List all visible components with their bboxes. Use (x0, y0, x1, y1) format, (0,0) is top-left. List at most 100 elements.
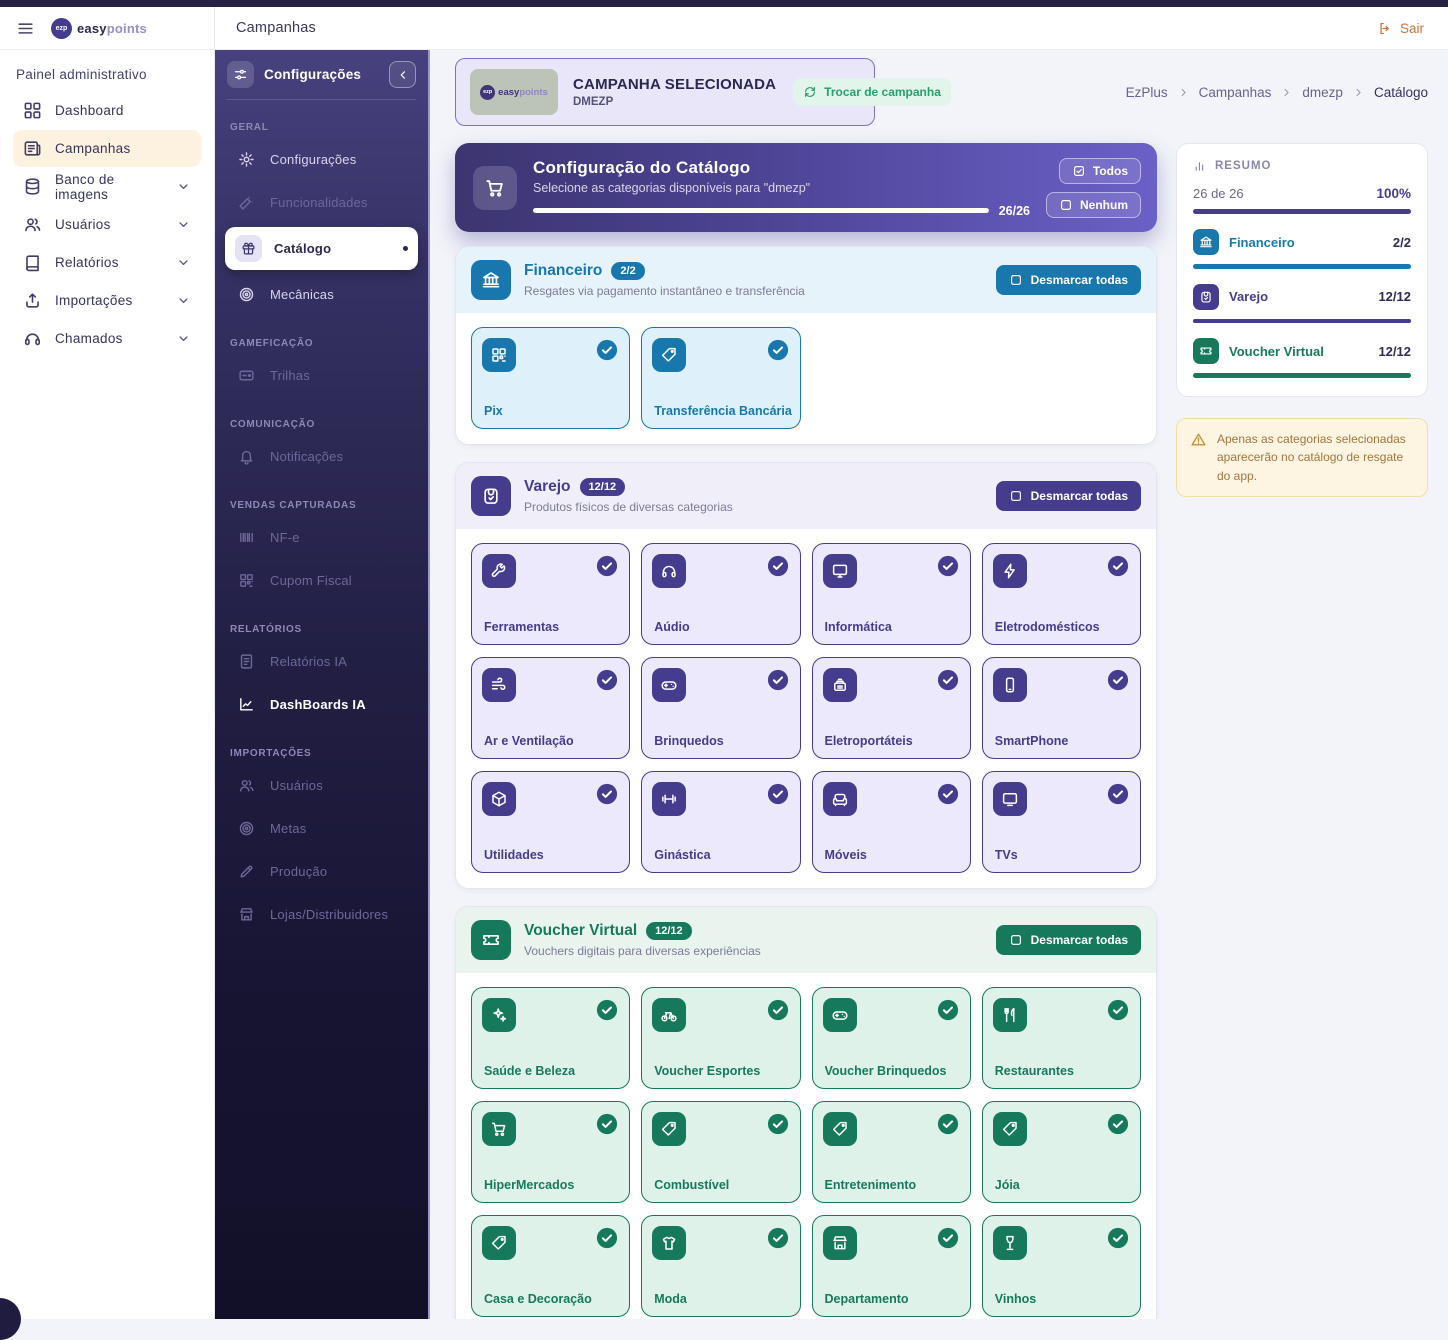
check-circle-icon[interactable] (1107, 555, 1129, 577)
check-circle-icon[interactable] (596, 999, 618, 1021)
tag-icon (822, 1112, 857, 1146)
logout-link[interactable]: Sair (1377, 21, 1424, 36)
settings-item-cupom-fiscal[interactable]: Cupom Fiscal (215, 559, 428, 602)
sidebar-item-banco-de-imagens[interactable]: Banco de imagens (13, 168, 201, 205)
category-card-voucher-brinquedos[interactable]: Voucher Brinquedos (811, 987, 971, 1089)
category-card-utilidades[interactable]: Utilidades (471, 771, 631, 873)
category-card-ferramentas[interactable]: Ferramentas (471, 543, 631, 645)
check-circle-icon[interactable] (767, 669, 789, 691)
category-card-departamento[interactable]: Departamento (811, 1215, 971, 1317)
check-circle-icon[interactable] (596, 783, 618, 805)
category-card-combustivel[interactable]: Combustível (641, 1101, 801, 1203)
settings-item-usuarios[interactable]: Usuários (215, 764, 428, 807)
sidebar-header: ezp easypoints (0, 7, 214, 50)
category-card-entretenimento[interactable]: Entretenimento (811, 1101, 971, 1203)
collapse-sidebar-button[interactable] (389, 61, 416, 88)
breadcrumb-item[interactable]: Campanhas (1198, 84, 1272, 100)
category-card-informatica[interactable]: Informática (811, 543, 971, 645)
check-circle-icon[interactable] (1107, 669, 1129, 691)
settings-item-trilhas[interactable]: Trilhas (215, 354, 428, 397)
category-card-brinquedos[interactable]: Brinquedos (641, 657, 801, 759)
select-none-button[interactable]: Nenhum (1046, 191, 1141, 218)
category-card-restaurantes[interactable]: Restaurantes (981, 987, 1141, 1089)
unselect-all-button[interactable]: Desmarcar todas (995, 925, 1141, 955)
wine-icon (992, 1226, 1027, 1260)
category-card-joia[interactable]: Jóia (981, 1101, 1141, 1203)
check-circle-icon[interactable] (937, 1113, 959, 1135)
category-card-eletrodomesticos[interactable]: Eletrodomésticos (981, 543, 1141, 645)
check-circle-icon[interactable] (1107, 1113, 1129, 1135)
category-card-casa-e-decoracao[interactable]: Casa e Decoração (471, 1215, 631, 1317)
check-circle-icon[interactable] (596, 1113, 618, 1135)
category-card-vinhos[interactable]: Vinhos (981, 1215, 1141, 1317)
category-card-transferencia-bancaria[interactable]: Transferência Bancária (641, 327, 801, 429)
check-circle-icon[interactable] (937, 669, 959, 691)
category-card-ginastica[interactable]: Ginástica (641, 771, 801, 873)
check-circle-icon[interactable] (1107, 1227, 1129, 1249)
headphones-icon (652, 554, 687, 588)
settings-item-configuracoes[interactable]: Configurações (215, 138, 428, 181)
check-circle-icon[interactable] (767, 1113, 789, 1135)
check-circle-icon[interactable] (937, 999, 959, 1021)
settings-item-catalogo[interactable]: Catálogo (225, 227, 418, 270)
check-circle-icon[interactable] (767, 1227, 789, 1249)
hamburger-menu-icon[interactable] (16, 19, 35, 38)
check-circle-icon[interactable] (596, 1227, 618, 1249)
sidebar-item-campanhas[interactable]: Campanhas (13, 130, 201, 167)
check-circle-icon[interactable] (596, 339, 618, 361)
category-card-smartphone[interactable]: SmartPhone (981, 657, 1141, 759)
settings-item-dashboards-ia[interactable]: DashBoards IA (215, 683, 428, 726)
check-circle-icon[interactable] (767, 339, 789, 361)
sidebar-item-dashboard[interactable]: Dashboard (13, 92, 201, 129)
check-circle-icon[interactable] (1107, 999, 1129, 1021)
unselect-all-button[interactable]: Desmarcar todas (995, 265, 1141, 295)
breadcrumb-item[interactable]: dmezp (1302, 84, 1343, 100)
category-card-eletroportateis[interactable]: Eletroportáteis (811, 657, 971, 759)
settings-item-lojas-distribuidores[interactable]: Lojas/Distribuidores (215, 893, 428, 936)
settings-item-metas[interactable]: Metas (215, 807, 428, 850)
category-card-tvs[interactable]: TVs (981, 771, 1141, 873)
barcode-icon (238, 529, 255, 546)
switch-campaign-button[interactable]: Trocar de campanha (793, 78, 951, 106)
settings-item-relatorios-ia[interactable]: Relatórios IA (215, 640, 428, 683)
settings-item-funcionalidades[interactable]: Funcionalidades (215, 181, 428, 224)
category-card-audio[interactable]: Aúdio (641, 543, 801, 645)
settings-item-producao[interactable]: Produção (215, 850, 428, 893)
check-circle-icon[interactable] (596, 555, 618, 577)
check-circle-icon[interactable] (937, 783, 959, 805)
check-circle-icon[interactable] (1107, 783, 1129, 805)
check-circle-icon[interactable] (767, 555, 789, 577)
settings-item-mecanicas[interactable]: Mecânicas (215, 273, 428, 316)
sidebar-item-usuarios[interactable]: Usuários (13, 206, 201, 243)
settings-item-nf-e[interactable]: NF-e (215, 516, 428, 559)
category-sections: Financeiro 2/2 Resgates via pagamento inst… (455, 246, 1157, 1319)
select-all-button[interactable]: Todos (1058, 157, 1141, 184)
sidebar-item-chamados[interactable]: Chamados (13, 320, 201, 357)
settings-group-label: VENDAS CAPTURADAS (230, 500, 357, 511)
check-circle-icon[interactable] (767, 783, 789, 805)
sparkle-icon (482, 998, 516, 1032)
category-card-label: Ferramentas (484, 620, 560, 634)
category-card-hipermercados[interactable]: HiperMercados (471, 1101, 631, 1203)
breadcrumb-item[interactable]: EzPlus (1125, 84, 1168, 100)
check-circle-icon[interactable] (767, 999, 789, 1021)
category-card-label: Utilidades (484, 848, 544, 862)
category-card-saude-e-beleza[interactable]: Saúde e Beleza (471, 987, 631, 1089)
check-circle-icon[interactable] (596, 669, 618, 691)
category-card-moda[interactable]: Moda (641, 1215, 801, 1317)
sidebar-item-relatorios[interactable]: Relatórios (13, 244, 201, 281)
category-card-pix[interactable]: Pix (471, 327, 631, 429)
check-circle-icon[interactable] (937, 1227, 959, 1249)
sidebar-item-label: Importações (55, 293, 133, 308)
dark-mode-toggle-icon[interactable] (1330, 19, 1349, 38)
settings-item-notificacoes[interactable]: Notificações (215, 435, 428, 478)
sidebar-item-importacoes[interactable]: Importações (13, 282, 201, 319)
category-card-voucher-esportes[interactable]: Voucher Esportes (641, 987, 801, 1089)
check-circle-icon[interactable] (937, 555, 959, 577)
unselect-all-button[interactable]: Desmarcar todas (995, 481, 1141, 511)
sidebar-item-label: Usuários (55, 217, 111, 232)
category-card-ar-e-ventilacao[interactable]: Ar e Ventilação (471, 657, 631, 759)
floating-action-button[interactable] (0, 1298, 21, 1340)
chevron-right-icon (1280, 86, 1293, 99)
category-card-moveis[interactable]: Móveis (811, 771, 971, 873)
